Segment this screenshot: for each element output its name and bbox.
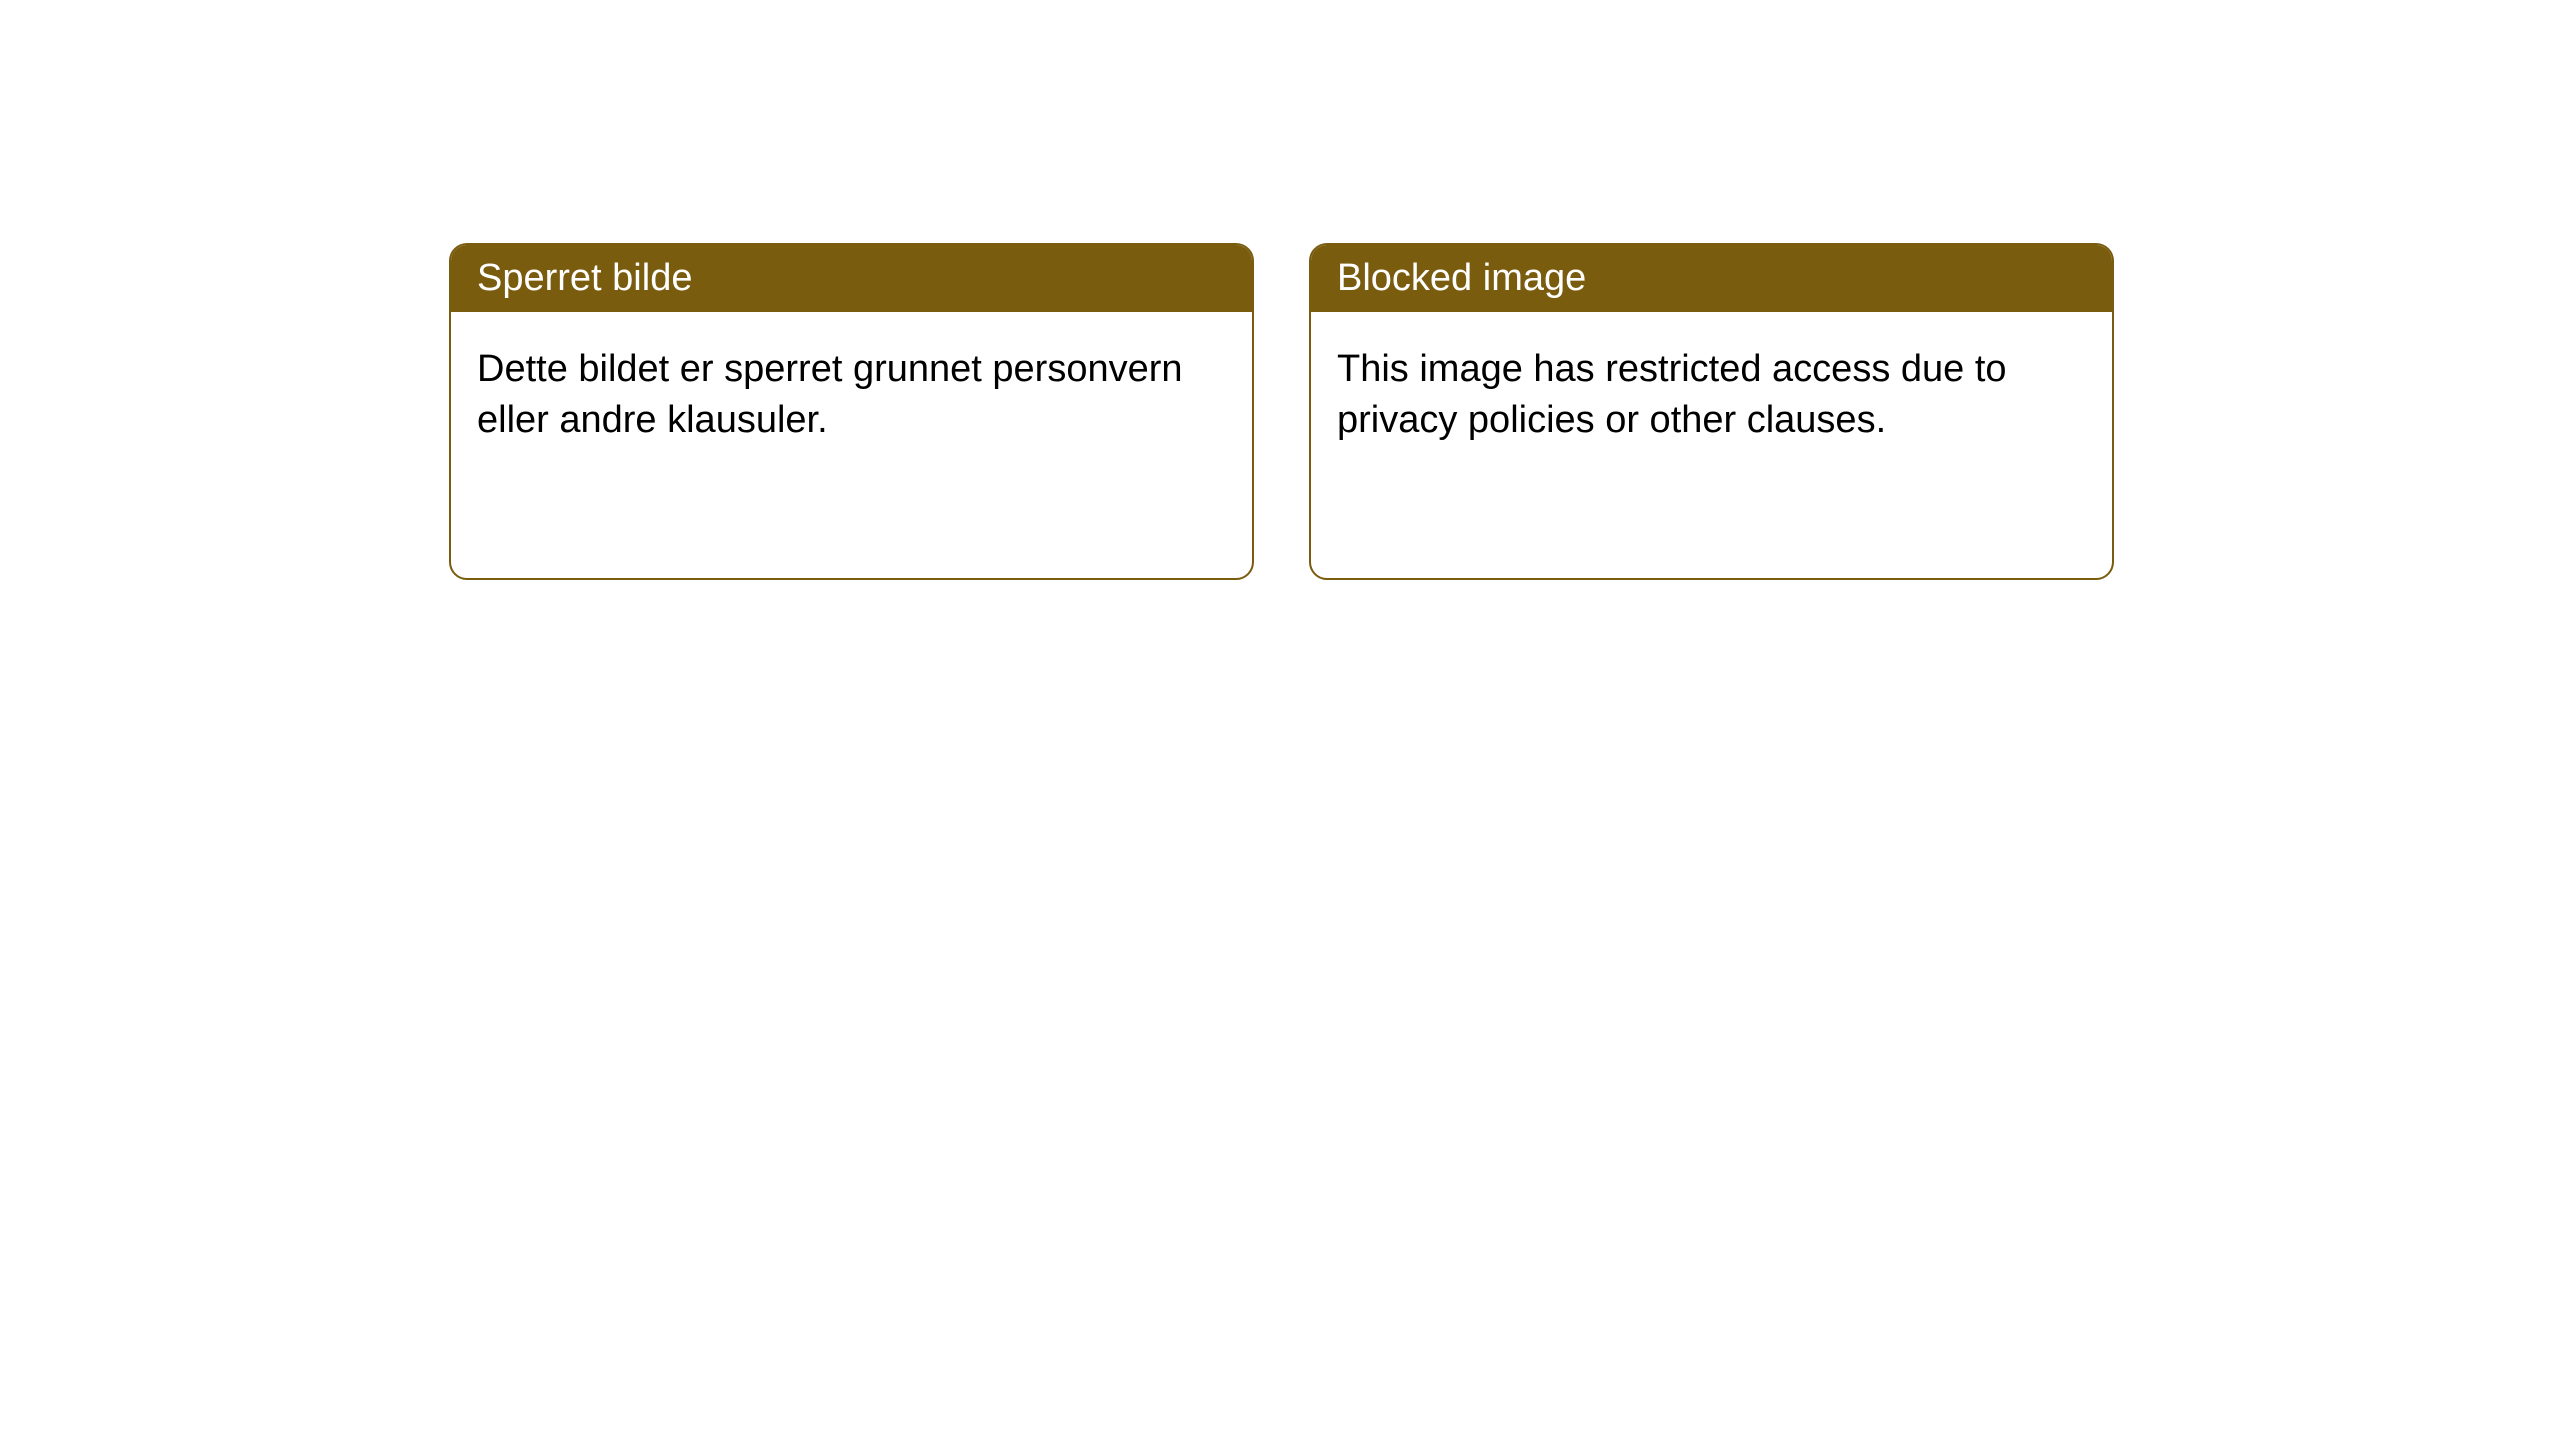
card-title-no: Sperret bilde (477, 257, 692, 299)
card-header-en: Blocked image (1311, 245, 2112, 312)
card-body-text-en: This image has restricted access due to … (1337, 348, 2007, 441)
card-body-en: This image has restricted access due to … (1311, 312, 2112, 479)
blocked-image-cards: Sperret bilde Dette bildet er sperret gr… (449, 243, 2560, 580)
blocked-image-card-no: Sperret bilde Dette bildet er sperret gr… (449, 243, 1254, 580)
card-title-en: Blocked image (1337, 257, 1586, 299)
card-body-text-no: Dette bildet er sperret grunnet personve… (477, 348, 1183, 441)
card-header-no: Sperret bilde (451, 245, 1252, 312)
blocked-image-card-en: Blocked image This image has restricted … (1309, 243, 2114, 580)
card-body-no: Dette bildet er sperret grunnet personve… (451, 312, 1252, 479)
